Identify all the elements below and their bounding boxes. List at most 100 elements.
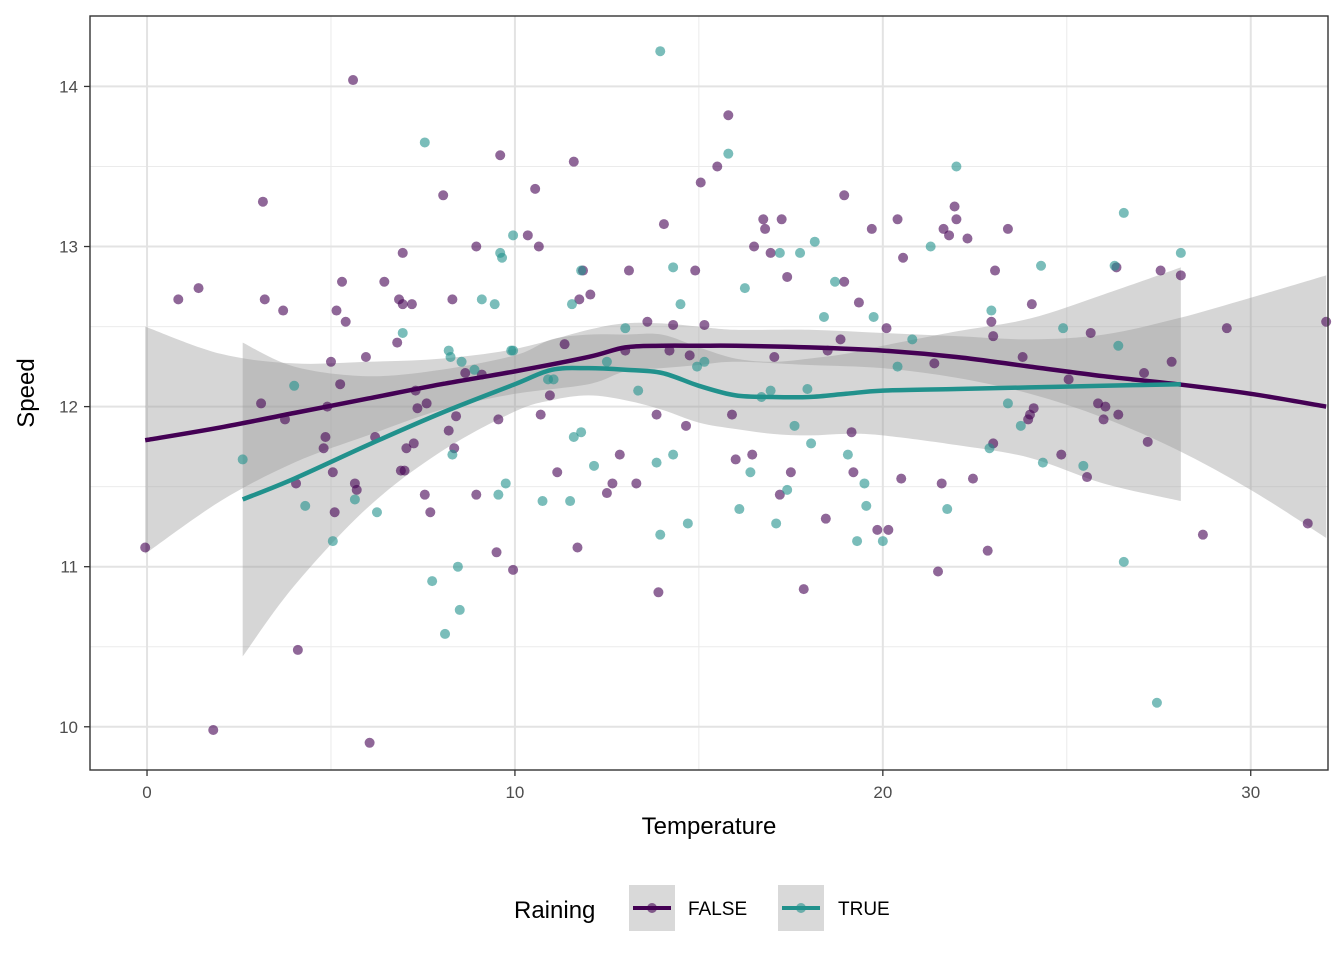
point-false [747,449,758,460]
point-false [568,156,579,167]
point-false [839,190,850,201]
point-false [392,337,403,348]
point-false [397,299,408,310]
trend-line-false [144,343,1327,443]
point-false [623,265,634,276]
point-false [552,467,563,478]
point-false [846,427,857,438]
point-false [883,524,894,535]
point-true [327,536,338,547]
point-false [495,150,506,161]
point-false [1082,472,1093,483]
point-false [730,454,741,465]
point-false [951,214,962,225]
point-false [1098,414,1109,425]
point-true [548,374,559,385]
point-true [349,494,360,505]
point-false [848,467,859,478]
point-false [471,489,482,500]
point-true [907,334,918,345]
point-false [798,584,809,595]
point-true [951,161,962,172]
x-tick-label: 20 [873,783,892,802]
point-true [589,460,600,471]
point-false [421,398,432,409]
point-false [348,75,359,86]
point-true [489,299,500,310]
point-false [533,241,544,252]
point-false [631,478,642,489]
legend-key-point-true [796,903,806,913]
point-false [331,305,342,316]
point-false [949,201,960,212]
point-true [861,500,872,511]
point-true [427,576,438,587]
point-true [508,345,519,356]
legend-label-false: FALSE [688,899,747,920]
point-false [699,319,710,330]
point-true [765,385,776,396]
point-false [776,214,787,225]
point-true [809,236,820,247]
confidence-bands [145,267,1327,657]
point-false [406,299,417,310]
point-true [601,356,612,367]
plot-panel-border [89,15,1329,771]
point-false [364,737,375,748]
point-false [451,411,462,422]
point-false [572,542,583,553]
point-true [1058,323,1069,334]
point-false [668,319,679,330]
scatter-points [140,46,1332,748]
point-false [1142,436,1153,447]
legend-key-point-false [647,903,657,913]
x-axis-title: Temperature [642,813,777,840]
point-false [929,358,940,369]
point-false [684,350,695,361]
point-true [1175,247,1186,258]
point-true [984,443,995,454]
point-false [1139,367,1150,378]
point-false [782,271,793,282]
point-false [1017,351,1028,362]
point-false [642,316,653,327]
point-true [675,299,686,310]
point-true [300,500,311,511]
point-true [1002,398,1013,409]
point-false [256,398,267,409]
point-true [655,46,666,57]
x-tick-label: 0 [142,783,151,802]
legend-title: Raining [514,897,595,924]
point-true [1037,457,1048,468]
point-false [1302,518,1313,529]
point-false [351,484,362,495]
point-true [745,467,756,478]
point-true [440,628,451,639]
point-true [565,496,576,507]
point-false [408,438,419,449]
point-false [653,587,664,598]
point-true [734,504,745,515]
point-false [320,432,331,443]
point-false [493,414,504,425]
point-false [892,214,903,225]
point-false [962,233,973,244]
point-true [1015,420,1026,431]
point-false [1321,316,1332,327]
point-false [898,252,909,263]
point-true [397,327,408,338]
y-tick-label: 13 [59,238,78,257]
point-true [633,385,644,396]
point-false [460,367,471,378]
point-true [842,449,853,460]
point-false [1221,323,1232,334]
point-false [1197,529,1208,540]
point-false [1155,265,1166,276]
point-false [986,316,997,327]
point-false [535,409,546,420]
point-true [371,507,382,518]
point-true [925,241,936,252]
point-false [401,443,412,454]
point-false [835,334,846,345]
